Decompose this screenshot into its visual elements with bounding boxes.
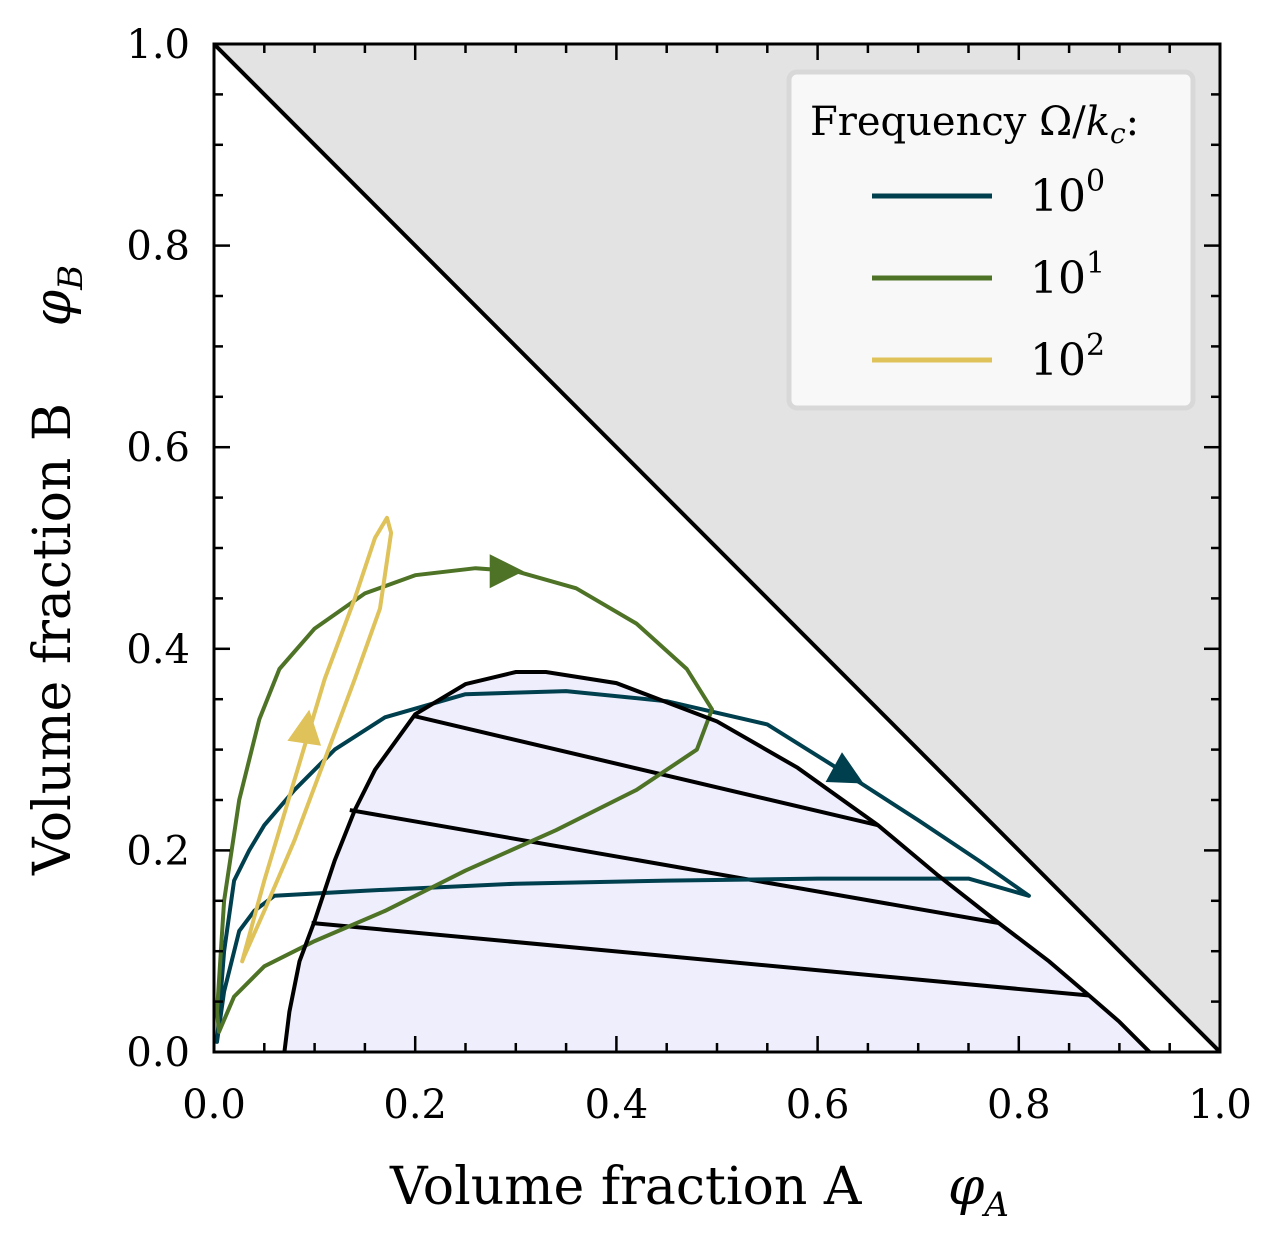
- y-tick-labels: 0.0 0.2 0.4 0.6 0.8 1.0: [126, 22, 190, 1076]
- y-axis-title-text: Volume fraction B: [23, 403, 83, 876]
- series-arrowhead: [489, 554, 524, 589]
- plot-frame: [212, 42, 1222, 1054]
- legend-entry: 101: [872, 246, 1105, 304]
- legend-label-exponent: 0: [1086, 164, 1105, 199]
- legend-title: Frequency Ω/kc:: [810, 99, 1139, 150]
- x-tick-label: 0.2: [383, 1082, 447, 1128]
- trajectories: [215, 515, 1031, 1044]
- tie-lines: [311, 714, 1090, 998]
- legend-entry: 100: [872, 164, 1105, 222]
- legend-label-exponent: 1: [1086, 246, 1105, 281]
- legend-entry: 102: [872, 328, 1105, 386]
- x-axis-title: Volume fraction A φA: [389, 1157, 1009, 1225]
- series-arrowhead: [287, 709, 322, 746]
- x-axis-title-symbol: φ: [948, 1157, 985, 1217]
- series-2: [240, 515, 394, 964]
- y-tick-label: 1.0: [126, 22, 190, 68]
- legend-title-prefix: Frequency Ω/: [810, 99, 1086, 145]
- legend-label-base: 10: [1030, 253, 1086, 304]
- legend-label-base: 10: [1030, 335, 1086, 386]
- x-axis-title-text: Volume fraction A: [389, 1157, 863, 1217]
- y-axis-title-symbol: φ: [23, 289, 83, 326]
- legend-title-sub: c: [1110, 117, 1126, 150]
- simplex-edge-line: [214, 44, 1220, 1052]
- x-tick-label: 0.0: [182, 1082, 246, 1128]
- x-tick-label: 0.8: [987, 1082, 1051, 1128]
- series-line: [215, 689, 1031, 1044]
- y-axis-title-subscript: B: [51, 265, 91, 291]
- legend-label: 102: [1030, 328, 1105, 386]
- legend-label: 101: [1030, 246, 1105, 304]
- x-tick-label: 0.4: [585, 1082, 649, 1128]
- legend-box: [786, 69, 1196, 411]
- y-axis-title: Volume fraction B φB: [23, 265, 91, 876]
- x-tick-label: 1.0: [1188, 1082, 1252, 1128]
- series-line: [240, 515, 394, 964]
- y-tick-label: 0.0: [126, 1030, 190, 1076]
- series-arrowhead: [825, 752, 864, 784]
- x-tick-label: 0.6: [786, 1082, 850, 1128]
- legend-label-base: 10: [1030, 171, 1086, 222]
- legend-title-suffix: :: [1126, 99, 1139, 145]
- x-tick-labels: 0.0 0.2 0.4 0.6 0.8 1.0: [182, 1082, 1252, 1128]
- legend-label: 100: [1030, 164, 1105, 222]
- tie-line: [349, 808, 1000, 925]
- legend-title-var: k: [1086, 99, 1110, 145]
- tie-line: [414, 714, 879, 828]
- y-tick-label: 0.2: [126, 828, 190, 874]
- legend-label-exponent: 2: [1086, 328, 1105, 363]
- y-tick-label: 0.6: [126, 425, 190, 471]
- binodal-curve: [282, 670, 1152, 1052]
- y-tick-label: 0.8: [126, 224, 190, 270]
- y-tick-label: 0.4: [126, 627, 190, 673]
- tie-line: [311, 920, 1090, 998]
- series-0: [215, 689, 1031, 1044]
- x-axis-title-subscript: A: [981, 1185, 1009, 1225]
- two-phase-region: [284, 672, 1150, 1052]
